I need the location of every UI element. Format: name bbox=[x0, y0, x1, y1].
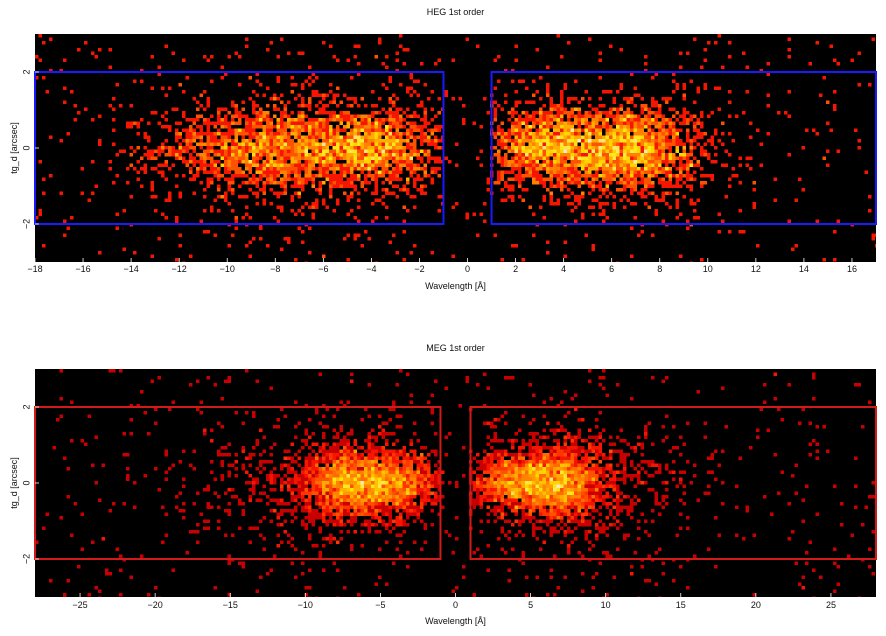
x-tick-label: 15 bbox=[676, 600, 686, 610]
x-tick-label: 14 bbox=[799, 264, 809, 274]
x-tick-label: −12 bbox=[172, 264, 187, 274]
x-tick-label: −25 bbox=[72, 600, 87, 610]
x-tick-label: −16 bbox=[75, 264, 90, 274]
x-tick-label: −15 bbox=[223, 600, 238, 610]
y-tick-label: −2 bbox=[21, 554, 31, 564]
y-tick-label: −2 bbox=[21, 219, 31, 229]
panel-title: MEG 1st order bbox=[426, 343, 485, 353]
heatmap-cells bbox=[35, 369, 875, 597]
y-tick-label: 2 bbox=[21, 69, 31, 74]
x-tick-label: −4 bbox=[366, 264, 376, 274]
x-tick-label: 16 bbox=[847, 264, 857, 274]
x-tick-label: 0 bbox=[453, 600, 458, 610]
y-tick-label: 0 bbox=[21, 145, 31, 150]
x-tick-label: 2 bbox=[513, 264, 518, 274]
x-tick-label: 12 bbox=[751, 264, 761, 274]
x-tick-label: −20 bbox=[148, 600, 163, 610]
y-axis-label: tg_d [arcsec] bbox=[9, 457, 19, 509]
x-tick-label: 5 bbox=[528, 600, 533, 610]
x-tick-label: −2 bbox=[414, 264, 424, 274]
x-tick-label: −18 bbox=[27, 264, 42, 274]
panel-2: MEG 1st order−25 −20 −15 −10 −5 0 5 10 15 20 25−20… bbox=[9, 343, 877, 626]
extraction-region-2 bbox=[469, 406, 877, 560]
x-tick-label: 4 bbox=[561, 264, 566, 274]
y-axis-label: tg_d [arcsec] bbox=[9, 122, 19, 174]
x-tick-label: 0 bbox=[465, 264, 470, 274]
extraction-region-2 bbox=[490, 71, 877, 225]
x-tick-label: −5 bbox=[375, 600, 385, 610]
x-axis-label: Wavelength [Å] bbox=[425, 616, 486, 626]
panel-title: HEG 1st order bbox=[427, 7, 485, 17]
x-tick-label: 10 bbox=[601, 600, 611, 610]
heatmap-cells bbox=[35, 34, 876, 262]
y-tick-label: 2 bbox=[21, 404, 31, 409]
x-tick-label: −10 bbox=[220, 264, 235, 274]
x-tick-label: 20 bbox=[751, 600, 761, 610]
x-axis-label: Wavelength [Å] bbox=[425, 281, 486, 291]
x-tick-label: −10 bbox=[298, 600, 313, 610]
panel-1: HEG 1st order −18 −16 −14 −12 −10 −8 −6 −4 −2 0 2 4 6… bbox=[9, 7, 877, 291]
x-tick-label: −14 bbox=[123, 264, 138, 274]
x-tick-label: 25 bbox=[826, 600, 836, 610]
x-tick-label: −8 bbox=[270, 264, 280, 274]
x-tick-label: 8 bbox=[657, 264, 662, 274]
x-tick-label: 10 bbox=[703, 264, 713, 274]
x-tick-label: 6 bbox=[609, 264, 614, 274]
x-tick-label: −6 bbox=[318, 264, 328, 274]
y-tick-label: 0 bbox=[21, 480, 31, 485]
